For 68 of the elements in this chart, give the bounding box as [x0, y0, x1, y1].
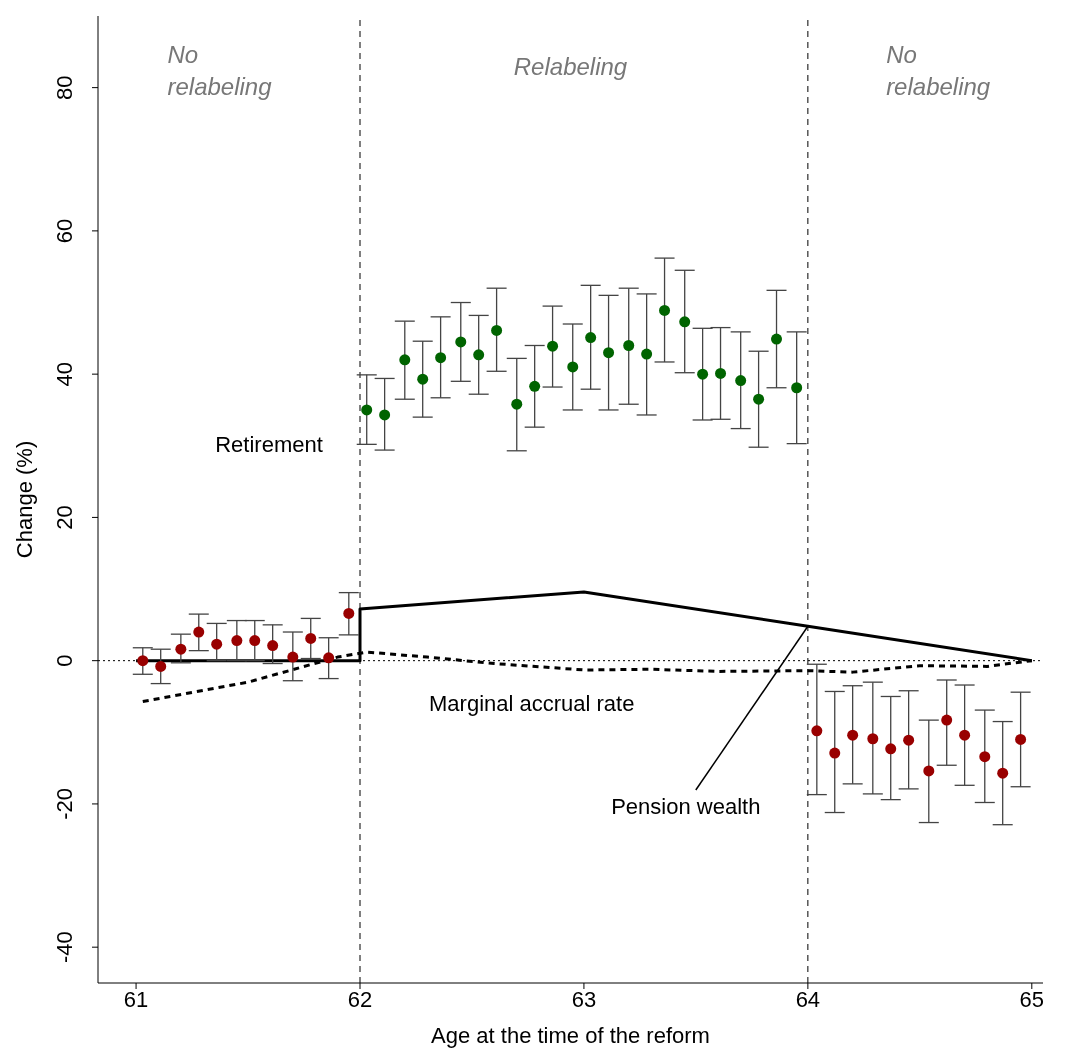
x-axis-title: Age at the time of the reform: [431, 1023, 710, 1048]
point: [753, 393, 765, 405]
x-tick-label: 65: [1019, 986, 1045, 1012]
y-tick-label: 60: [52, 218, 77, 244]
point: [679, 316, 691, 328]
point: [473, 349, 485, 361]
point: [417, 373, 429, 385]
point: [941, 714, 953, 726]
point: [811, 725, 823, 737]
point: [1015, 733, 1027, 745]
point: [547, 340, 559, 352]
x-tick-label: 63: [571, 986, 597, 1012]
point: [287, 651, 299, 663]
point: [585, 332, 597, 344]
point: [193, 626, 205, 638]
y-tick-label: 80: [52, 75, 77, 100]
y-tick-label: -20: [52, 788, 77, 820]
x-tick-label: 64: [795, 986, 821, 1012]
y-tick-label: -40: [52, 931, 77, 964]
point: [175, 643, 187, 655]
annotation: Marginal accrual rate: [429, 691, 635, 717]
point: [399, 354, 411, 366]
y-tick-label: 20: [52, 505, 77, 530]
annotation: Pension wealth: [611, 793, 761, 819]
point: [979, 751, 991, 763]
annotation: Retirement: [215, 431, 323, 457]
point: [697, 368, 709, 380]
point: [435, 352, 447, 364]
point: [603, 347, 615, 359]
point: [305, 632, 317, 644]
point: [641, 348, 653, 360]
point: [567, 361, 579, 373]
point: [155, 660, 167, 672]
y-axis-title: Change (%): [11, 440, 37, 559]
point: [867, 733, 879, 745]
point: [379, 409, 391, 421]
point: [249, 635, 261, 647]
point: [959, 729, 971, 741]
point: [847, 729, 859, 741]
point: [491, 324, 503, 336]
annotation: Relabeling: [513, 52, 628, 80]
point: [903, 734, 915, 746]
point: [791, 382, 803, 394]
point: [923, 765, 935, 777]
point: [511, 398, 523, 410]
annotation: No relabeling: [167, 41, 273, 101]
annotation: No relabeling: [886, 41, 991, 101]
point: [829, 747, 841, 759]
point: [231, 635, 243, 647]
point: [885, 743, 897, 755]
point: [997, 767, 1009, 779]
point: [735, 375, 747, 387]
y-tick-label: 40: [52, 361, 77, 387]
point: [715, 367, 727, 379]
point: [211, 638, 223, 650]
point: [267, 640, 279, 652]
point: [771, 333, 783, 345]
x-tick-label: 61: [123, 986, 149, 1012]
point: [659, 304, 671, 316]
point: [137, 655, 149, 667]
point: [323, 652, 335, 664]
point: [529, 380, 541, 392]
point: [343, 607, 355, 619]
point: [361, 404, 373, 416]
x-tick-label: 62: [347, 986, 373, 1012]
y-tick-label: 0: [52, 654, 77, 667]
point: [623, 340, 635, 351]
point: [455, 336, 467, 348]
